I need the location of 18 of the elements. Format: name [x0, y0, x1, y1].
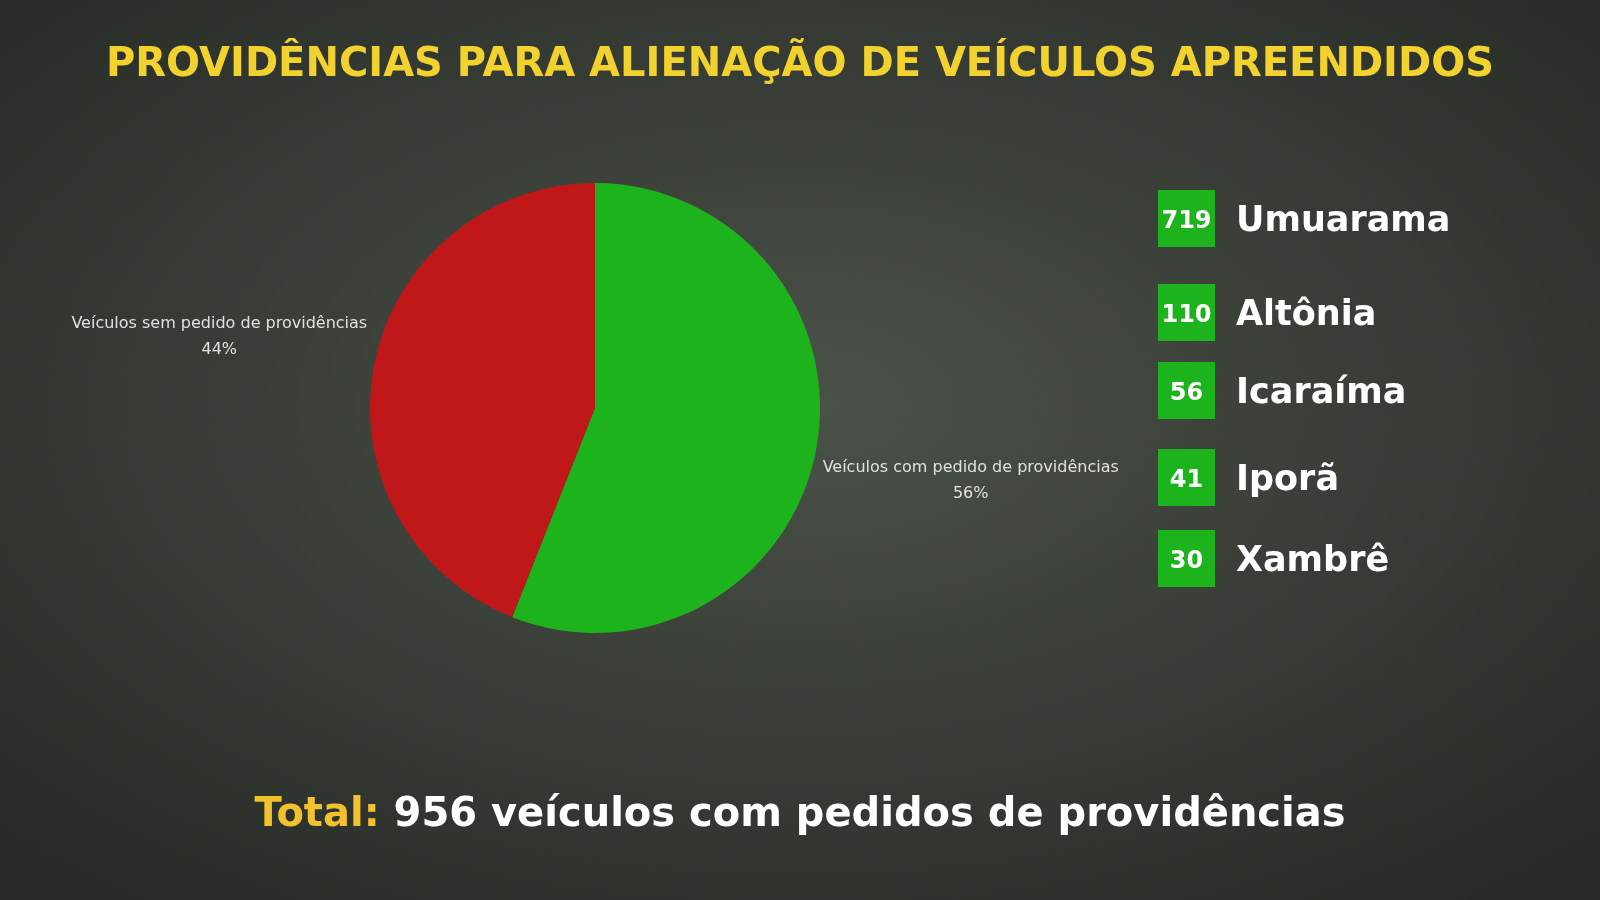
data-label: 719 [1161, 206, 1212, 234]
data-label: 30 [1169, 546, 1204, 574]
chart-title: PROVIDÊNCIAS PARA ALIENAÇÃO DE VEÍCULOS APREENDIDOS [106, 37, 1494, 85]
data-label: 56% [952, 482, 989, 502]
category-label: Xambrê [1236, 539, 1390, 579]
category-label: Icaraíma [1236, 371, 1407, 411]
data-label: 56 [1169, 378, 1204, 406]
text: Total: 956 veículos com pedidos de providências [254, 789, 1346, 835]
data-label: 44% [201, 339, 238, 359]
pie-slice [370, 183, 595, 618]
slice-label: Veículos sem pedido de providências [71, 313, 368, 333]
category-label: Iporã [1236, 458, 1340, 498]
data-label: 41 [1169, 465, 1204, 493]
slice-label: Veículos com pedido de providências [822, 456, 1119, 476]
data-label: 110 [1161, 300, 1212, 328]
category-label: Altônia [1236, 293, 1377, 333]
pie-slice [512, 183, 820, 633]
category-label: Umuarama [1236, 199, 1451, 239]
